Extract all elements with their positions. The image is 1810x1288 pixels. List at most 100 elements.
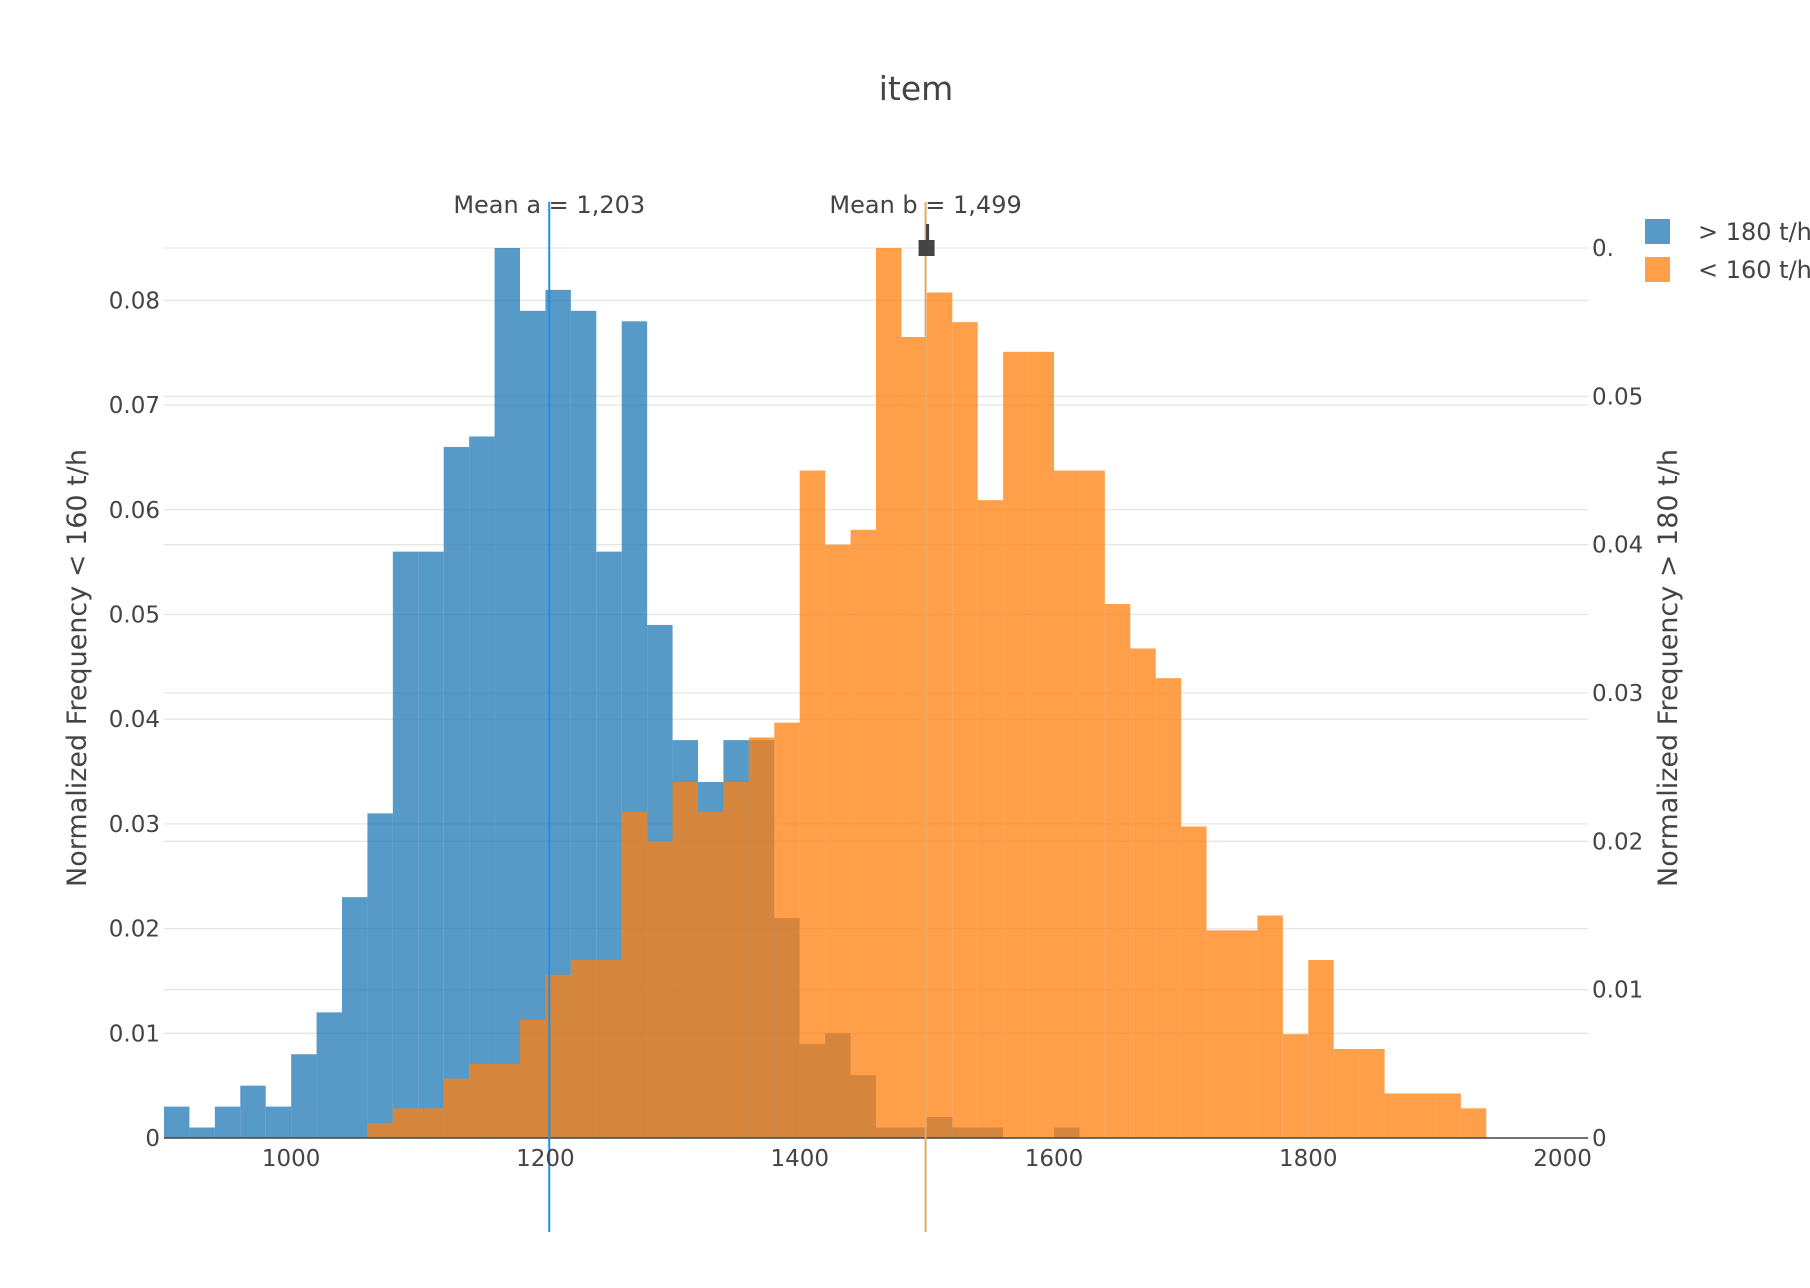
histogram-bar[interactable]	[367, 1123, 393, 1138]
histogram-bar[interactable]	[342, 897, 368, 1138]
histogram-bar[interactable]	[1410, 1093, 1436, 1139]
histogram-bar[interactable]	[926, 292, 953, 1139]
histogram-bar[interactable]	[392, 1108, 419, 1138]
histogram-bar[interactable]	[1460, 1108, 1487, 1138]
x-tick-label: 1600	[1025, 1146, 1084, 1172]
left-tick-label: 0.06	[109, 498, 160, 524]
legend-swatch	[1645, 257, 1670, 282]
histogram-bar[interactable]	[1054, 470, 1080, 1139]
right-tick-label: 0.05	[1592, 384, 1643, 410]
x-axis-ticks: 1000 1200 1400 1600 1800 2000	[262, 1146, 1592, 1172]
histogram-bar[interactable]	[316, 1012, 342, 1138]
mean-annotation: Mean a = 1,203	[453, 191, 645, 219]
histogram-bar[interactable]	[1359, 1049, 1385, 1138]
histogram-bar[interactable]	[1257, 915, 1283, 1139]
histogram-bar[interactable]	[977, 500, 1004, 1139]
histogram-bar[interactable]	[1079, 470, 1105, 1139]
histogram-bar[interactable]	[570, 960, 597, 1138]
histogram-bar[interactable]	[392, 551, 419, 1138]
right-tick-label: 0.04	[1592, 533, 1643, 559]
histogram-bar[interactable]	[774, 722, 800, 1138]
histogram-bar[interactable]	[1232, 930, 1258, 1138]
histogram-bar[interactable]	[672, 782, 698, 1138]
histogram-bar[interactable]	[748, 737, 775, 1139]
left-tick-label: 0.08	[109, 288, 160, 314]
left-tick-label: 0.01	[109, 1021, 160, 1047]
left-axis-label: Normalized Frequency < 160 t/h	[62, 449, 93, 887]
histogram-bar[interactable]	[520, 1019, 546, 1138]
mean-lines: Mean a = 1,203 Mean b = 1,499	[453, 191, 1022, 1232]
histogram-bar[interactable]	[876, 248, 902, 1138]
histogram-bar[interactable]	[1003, 351, 1029, 1138]
histogram-bar[interactable]	[952, 322, 978, 1139]
chart-title: item	[879, 69, 954, 108]
left-axis-ticks: 0 0.01 0.02 0.03 0.04 0.05 0.06 0.07 0.08	[109, 288, 160, 1152]
histogram-bar[interactable]	[901, 337, 927, 1138]
histogram-bar[interactable]	[494, 1063, 520, 1138]
histogram-bar[interactable]	[469, 1063, 495, 1138]
histogram-bar[interactable]	[596, 960, 622, 1138]
histogram-bar[interactable]	[1206, 930, 1232, 1138]
right-tick-label: 0.03	[1592, 681, 1643, 707]
histogram-bar[interactable]	[1028, 351, 1054, 1138]
left-tick-label: 0	[145, 1126, 160, 1152]
histogram-bar[interactable]	[1155, 678, 1182, 1138]
legend-label: < 160 t/h	[1698, 256, 1810, 284]
histogram-bar[interactable]	[723, 782, 749, 1138]
histogram-bar[interactable]	[1308, 960, 1334, 1138]
right-tick-label: 0.01	[1592, 978, 1643, 1004]
histogram-bar[interactable]	[850, 529, 876, 1138]
histogram-bar[interactable]	[1130, 648, 1156, 1139]
histogram-bar[interactable]	[494, 248, 520, 1138]
x-tick-label: 2000	[1533, 1146, 1592, 1172]
histogram-bar[interactable]	[825, 544, 851, 1138]
left-tick-label: 0.02	[109, 917, 160, 943]
left-tick-label: 0.03	[109, 812, 160, 838]
histogram-bar[interactable]	[647, 841, 673, 1138]
x-tick-label: 1200	[516, 1146, 575, 1172]
histogram-bar[interactable]	[443, 1078, 470, 1138]
legend-item[interactable]: > 180 t/h	[1645, 218, 1810, 246]
histogram-bar[interactable]	[240, 1085, 266, 1138]
histogram-bar[interactable]	[1384, 1093, 1410, 1139]
right-tick-label: 0.	[1592, 236, 1614, 262]
histogram-bar[interactable]	[1282, 1034, 1309, 1138]
x-tick-label: 1400	[770, 1146, 829, 1172]
histogram-bar[interactable]	[164, 1106, 190, 1138]
histogram-bar[interactable]	[698, 811, 724, 1138]
left-tick-label: 0.05	[109, 602, 160, 628]
right-axis-label: Normalized Frequency > 180 t/h	[1653, 449, 1684, 887]
histogram-bar[interactable]	[189, 1127, 215, 1138]
legend-item[interactable]: < 160 t/h	[1645, 256, 1810, 284]
legend-label: > 180 t/h	[1698, 218, 1810, 246]
x-tick-label: 1800	[1279, 1146, 1338, 1172]
histogram-bar[interactable]	[265, 1106, 292, 1138]
legend-swatch	[1645, 219, 1670, 244]
histogram-bar[interactable]	[1104, 604, 1131, 1138]
mean-annotation: Mean b = 1,499	[829, 191, 1021, 219]
histogram-bar[interactable]	[799, 470, 826, 1139]
histogram-bar[interactable]	[469, 436, 495, 1138]
left-tick-label: 0.04	[109, 707, 160, 733]
right-tick-label: 0.02	[1592, 829, 1643, 855]
x-tick-label: 1000	[262, 1146, 321, 1172]
histogram-bar[interactable]	[520, 310, 546, 1139]
histogram-bar[interactable]	[367, 813, 393, 1138]
histogram-bar[interactable]	[1181, 826, 1207, 1139]
hover-marker	[918, 224, 935, 256]
legend[interactable]: > 180 t/h < 160 t/h	[1645, 218, 1810, 284]
histogram-bar[interactable]	[214, 1106, 241, 1138]
histogram-bar[interactable]	[291, 1054, 317, 1138]
histogram-bar[interactable]	[621, 811, 648, 1138]
hover-marker-square	[918, 240, 935, 256]
left-tick-label: 0.07	[109, 393, 160, 419]
histogram-bar[interactable]	[443, 446, 470, 1138]
histogram-bar[interactable]	[1333, 1049, 1360, 1138]
histogram-bar[interactable]	[1435, 1093, 1461, 1139]
histogram-bar[interactable]	[418, 551, 444, 1138]
histogram-bar[interactable]	[418, 1108, 444, 1138]
right-tick-label: 0	[1592, 1126, 1607, 1152]
right-axis-ticks: 0 0.01 0.02 0.03 0.04 0.05 0.	[1592, 236, 1643, 1152]
